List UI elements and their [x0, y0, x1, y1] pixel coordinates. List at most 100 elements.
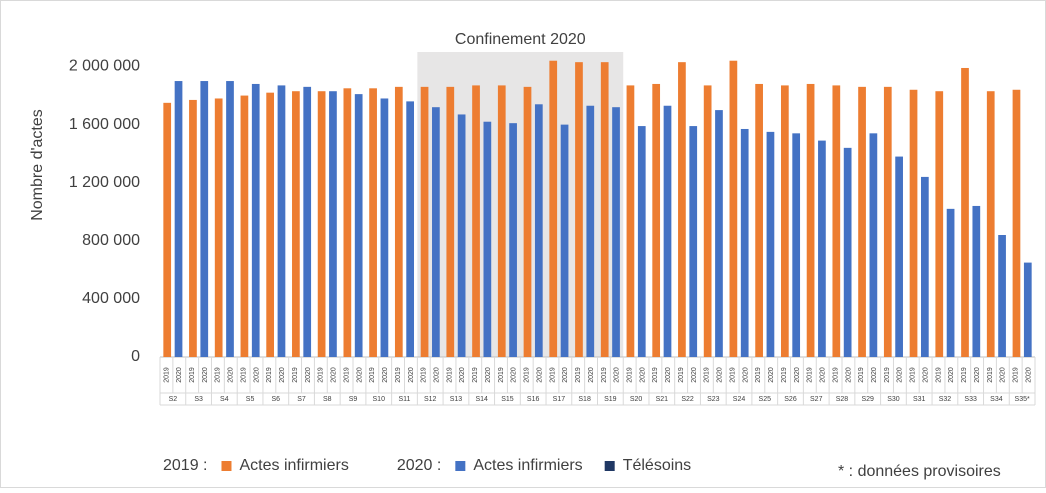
legend-prefix: 2019 :	[163, 457, 207, 474]
x-tick-label: S33	[964, 396, 977, 403]
bar	[935, 91, 944, 357]
subcategory-label: 2019	[163, 367, 170, 383]
bar	[895, 156, 903, 357]
subcategory-label: 2019	[549, 367, 556, 383]
subcategory-label: 2019	[575, 367, 582, 383]
x-tick-label: S20	[630, 396, 643, 403]
bar	[534, 104, 543, 358]
bar	[251, 83, 260, 357]
subcategory-label: 2020	[228, 367, 235, 383]
subcategory-label: 2020	[279, 367, 286, 383]
subcategory-label: 2019	[704, 367, 711, 383]
bar	[509, 123, 517, 358]
bar	[354, 94, 363, 357]
bar	[329, 91, 337, 357]
bar	[575, 62, 583, 358]
bar	[189, 99, 197, 357]
subcategory-label: 2020	[459, 367, 466, 383]
subcategory-label: 2020	[897, 367, 904, 383]
bar	[740, 128, 749, 357]
y-tick-label: 400 000	[82, 290, 140, 307]
bar	[483, 121, 492, 357]
x-tick-label: S29	[861, 396, 874, 403]
subcategory-label: 2020	[639, 367, 646, 383]
bar	[226, 81, 234, 358]
x-tick-label: S10	[373, 396, 386, 403]
subcategory-label: 2020	[331, 367, 338, 383]
footnote: * : données provisoires	[838, 463, 1001, 480]
subcategory-label: 2019	[240, 367, 247, 383]
subcategory-label: 2019	[678, 367, 685, 383]
shaded-region-label: Confinement 2020	[455, 31, 586, 48]
bar	[1012, 89, 1021, 357]
subcategory-label: 2019	[189, 367, 196, 383]
x-tick-label: S16	[527, 396, 540, 403]
bar	[200, 81, 209, 358]
subcategory-label: 2019	[652, 367, 659, 383]
bar	[766, 131, 775, 357]
legend-swatch	[604, 461, 615, 471]
legend-swatch	[455, 461, 466, 471]
x-tick-label: S8	[323, 396, 332, 403]
subcategory-label: 2020	[588, 367, 595, 383]
subcategory-label: 2019	[755, 367, 762, 383]
subcategory-label: 2019	[292, 367, 299, 383]
subcategory-label: 2019	[266, 367, 273, 383]
subcategory-label: 2020	[691, 367, 698, 383]
bar	[277, 85, 286, 358]
y-tick-label: 0	[131, 348, 140, 365]
subcategory-label: 2020	[536, 367, 543, 383]
bar	[303, 86, 312, 357]
subcategory-label: 2020	[1025, 367, 1032, 383]
legend-label: Actes infirmiers	[239, 457, 348, 474]
bar	[446, 86, 455, 357]
bar	[497, 85, 506, 358]
y-tick-label: 2 000 000	[69, 58, 140, 75]
subcategory-label: 2019	[627, 367, 634, 383]
subcategory-label: 2020	[176, 367, 183, 383]
bar	[432, 107, 440, 357]
subcategory-label: 2020	[485, 367, 492, 383]
x-tick-label: S23	[707, 396, 720, 403]
bar	[214, 98, 223, 357]
x-tick-label: S18	[578, 396, 591, 403]
subcategory-label: 2019	[498, 367, 505, 383]
subcategory-label: 2019	[832, 367, 839, 383]
subcategory-label: 2019	[807, 367, 814, 383]
subcategory-label: 2019	[910, 367, 917, 383]
x-tick-label: S28	[836, 396, 849, 403]
subcategory-label: 2019	[1013, 367, 1020, 383]
x-tick-label: S22	[681, 396, 694, 403]
bar	[652, 83, 661, 357]
subcategory-label: 2019	[601, 367, 608, 383]
bar	[612, 107, 620, 357]
subcategory-label: 2020	[202, 367, 209, 383]
subcategory-label: 2019	[395, 367, 402, 383]
x-tick-label: S25	[759, 396, 772, 403]
bar	[689, 126, 698, 357]
x-tick-label: S19	[604, 396, 617, 403]
bar	[961, 67, 969, 357]
bar	[663, 105, 672, 357]
x-tick-label: S24	[733, 396, 746, 403]
bar	[920, 176, 929, 357]
bar	[858, 86, 866, 357]
bar	[586, 105, 595, 357]
bar	[420, 86, 429, 357]
subcategory-label: 2020	[356, 367, 363, 383]
x-tick-label: S11	[399, 396, 411, 403]
subcategory-label: 2020	[511, 367, 518, 383]
subcategory-label: 2020	[794, 367, 801, 383]
subcategory-label: 2020	[433, 367, 440, 383]
subcategory-label: 2019	[524, 367, 531, 383]
subcategory-label: 2019	[729, 367, 736, 383]
bar	[972, 205, 981, 357]
legend-prefix: 2020 :	[397, 457, 441, 474]
bar	[792, 133, 801, 357]
subcategory-label: 2020	[871, 367, 878, 383]
x-tick-label: S15	[501, 396, 514, 403]
bar	[163, 102, 172, 357]
bar	[843, 147, 852, 357]
bar	[780, 85, 789, 358]
subcategory-label: 2020	[845, 367, 852, 383]
